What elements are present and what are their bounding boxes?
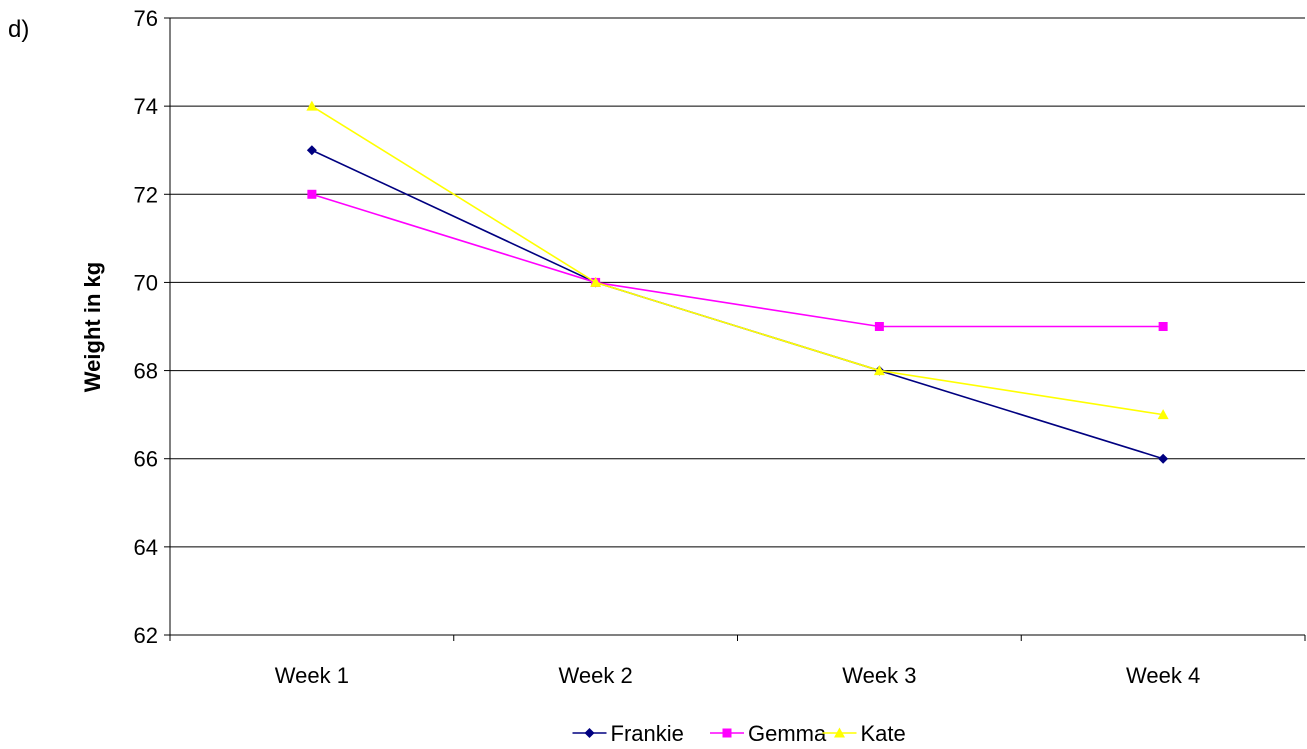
data-point-gemma xyxy=(874,322,884,331)
data-point-frankie xyxy=(306,145,317,156)
y-axis-label: Weight in kg xyxy=(80,262,105,392)
data-point-kate xyxy=(873,365,885,376)
x-tick-label: Week 3 xyxy=(842,663,916,688)
legend-swatch-marker xyxy=(722,728,732,738)
data-point-kate xyxy=(1157,409,1169,420)
y-tick-label: 72 xyxy=(134,182,158,207)
legend-swatch-marker xyxy=(834,727,845,738)
y-tick-label: 64 xyxy=(134,535,158,560)
axes xyxy=(164,17,1306,641)
legend-label-gemma: Gemma xyxy=(748,721,827,746)
legend-label-frankie: Frankie xyxy=(611,721,684,746)
part-label: d) xyxy=(8,16,30,43)
y-tick-label: 70 xyxy=(134,270,158,295)
legend: Frankie Gemma Kate xyxy=(572,721,906,746)
series-gemma xyxy=(307,189,1168,331)
legend-item-gemma: Gemma xyxy=(710,721,827,746)
y-tick-label: 74 xyxy=(134,94,158,119)
data-point-gemma xyxy=(307,189,317,199)
legend-swatch-marker xyxy=(584,728,595,738)
data-point-gemma xyxy=(1158,322,1168,331)
data-point-kate xyxy=(306,100,318,111)
series-line-kate xyxy=(311,105,1164,416)
data-point-frankie xyxy=(1158,453,1169,464)
y-tick-label: 66 xyxy=(134,447,158,472)
y-tick-label: 68 xyxy=(134,359,158,384)
y-tick-label: 62 xyxy=(134,623,158,648)
legend-item-kate: Kate xyxy=(822,721,906,746)
series-layer xyxy=(306,100,1169,464)
x-tick-label: Week 1 xyxy=(275,663,349,688)
data-point-kate xyxy=(590,276,602,287)
series-kate xyxy=(306,100,1169,420)
series-line-gemma xyxy=(311,193,1164,328)
tick-labels: 62 64 66 68 70 72 74 76 Week 1 Week 2 Week 3 Week 4 xyxy=(134,6,1201,688)
legend-item-frankie: Frankie xyxy=(572,721,684,746)
x-tick-label: Week 4 xyxy=(1126,663,1200,688)
y-tick-label: 76 xyxy=(134,6,158,31)
x-tick-label: Week 2 xyxy=(559,663,633,688)
legend-label-kate: Kate xyxy=(861,721,906,746)
